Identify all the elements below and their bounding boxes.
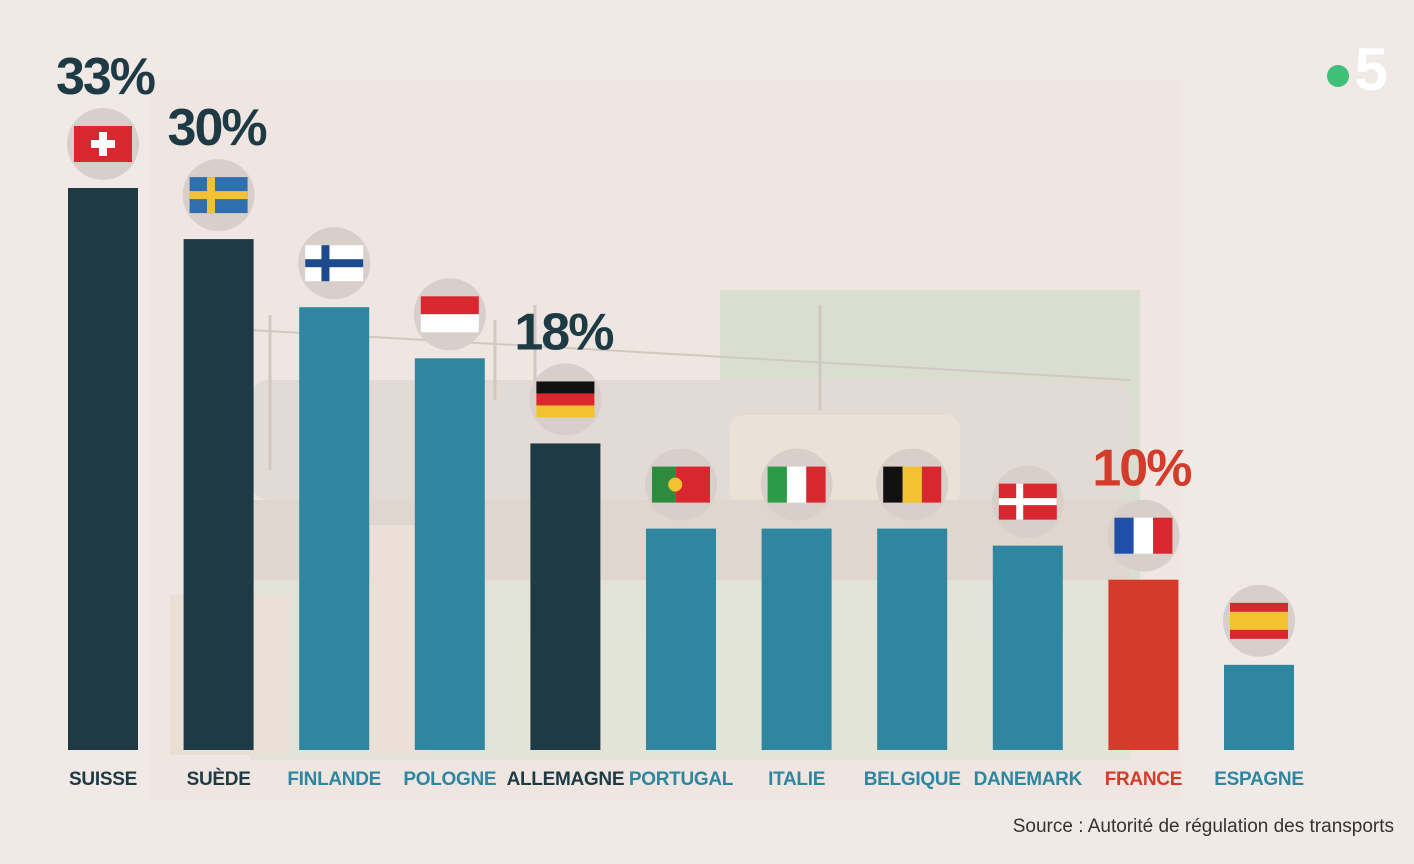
belgium-flag-icon — [876, 448, 949, 521]
germany-flag-icon — [529, 363, 602, 436]
category-label-portugal: PORTUGAL — [629, 769, 734, 790]
value-label-suisse: 33% — [56, 48, 155, 106]
bar-belgique — [877, 528, 948, 750]
logo-dot-icon — [1326, 65, 1349, 87]
category-label-suède: SUÈDE — [187, 768, 251, 790]
category-label-danemark: DANEMARK — [974, 769, 1083, 790]
italy-flag-icon — [760, 448, 833, 521]
category-label-finlande: FINLANDE — [287, 769, 381, 790]
bar-suisse — [68, 188, 138, 750]
bar-france — [1108, 579, 1179, 750]
bar-portugal — [646, 528, 716, 750]
value-label-suède: 30% — [168, 99, 267, 157]
value-label-allemagne: 18% — [514, 303, 613, 361]
category-label-italie: ITALIE — [768, 769, 825, 790]
bar-allemagne — [530, 443, 601, 750]
finland-flag-icon — [298, 227, 371, 300]
bar-finlande — [299, 307, 370, 750]
switzerland-flag-icon — [67, 108, 139, 180]
category-label-belgique: BELGIQUE — [864, 769, 961, 790]
bar-danemark — [992, 545, 1063, 750]
value-label-france: 10% — [1092, 440, 1191, 498]
france5-logo: 5 — [1326, 36, 1388, 103]
category-label-suisse: SUISSE — [69, 769, 137, 790]
spain-flag-icon — [1223, 584, 1295, 657]
category-label-france: FRANCE — [1105, 769, 1182, 790]
portugal-flag-icon — [645, 448, 717, 521]
poland-flag-icon — [413, 278, 486, 351]
france-flag-icon — [1107, 499, 1180, 572]
bar-suède — [183, 239, 254, 750]
denmark-flag-icon — [991, 465, 1064, 538]
bar-pologne — [414, 358, 485, 750]
category-label-pologne: POLOGNE — [403, 769, 496, 790]
sweden-flag-icon — [182, 159, 255, 232]
logo-number: 5 — [1354, 36, 1388, 103]
category-label-allemagne: ALLEMAGNE — [507, 769, 625, 790]
bar-italie — [761, 528, 832, 750]
source-caption: Source : Autorité de régulation des tran… — [1012, 816, 1394, 837]
category-label-espagne: ESPAGNE — [1214, 769, 1303, 790]
bar-espagne — [1224, 664, 1294, 750]
